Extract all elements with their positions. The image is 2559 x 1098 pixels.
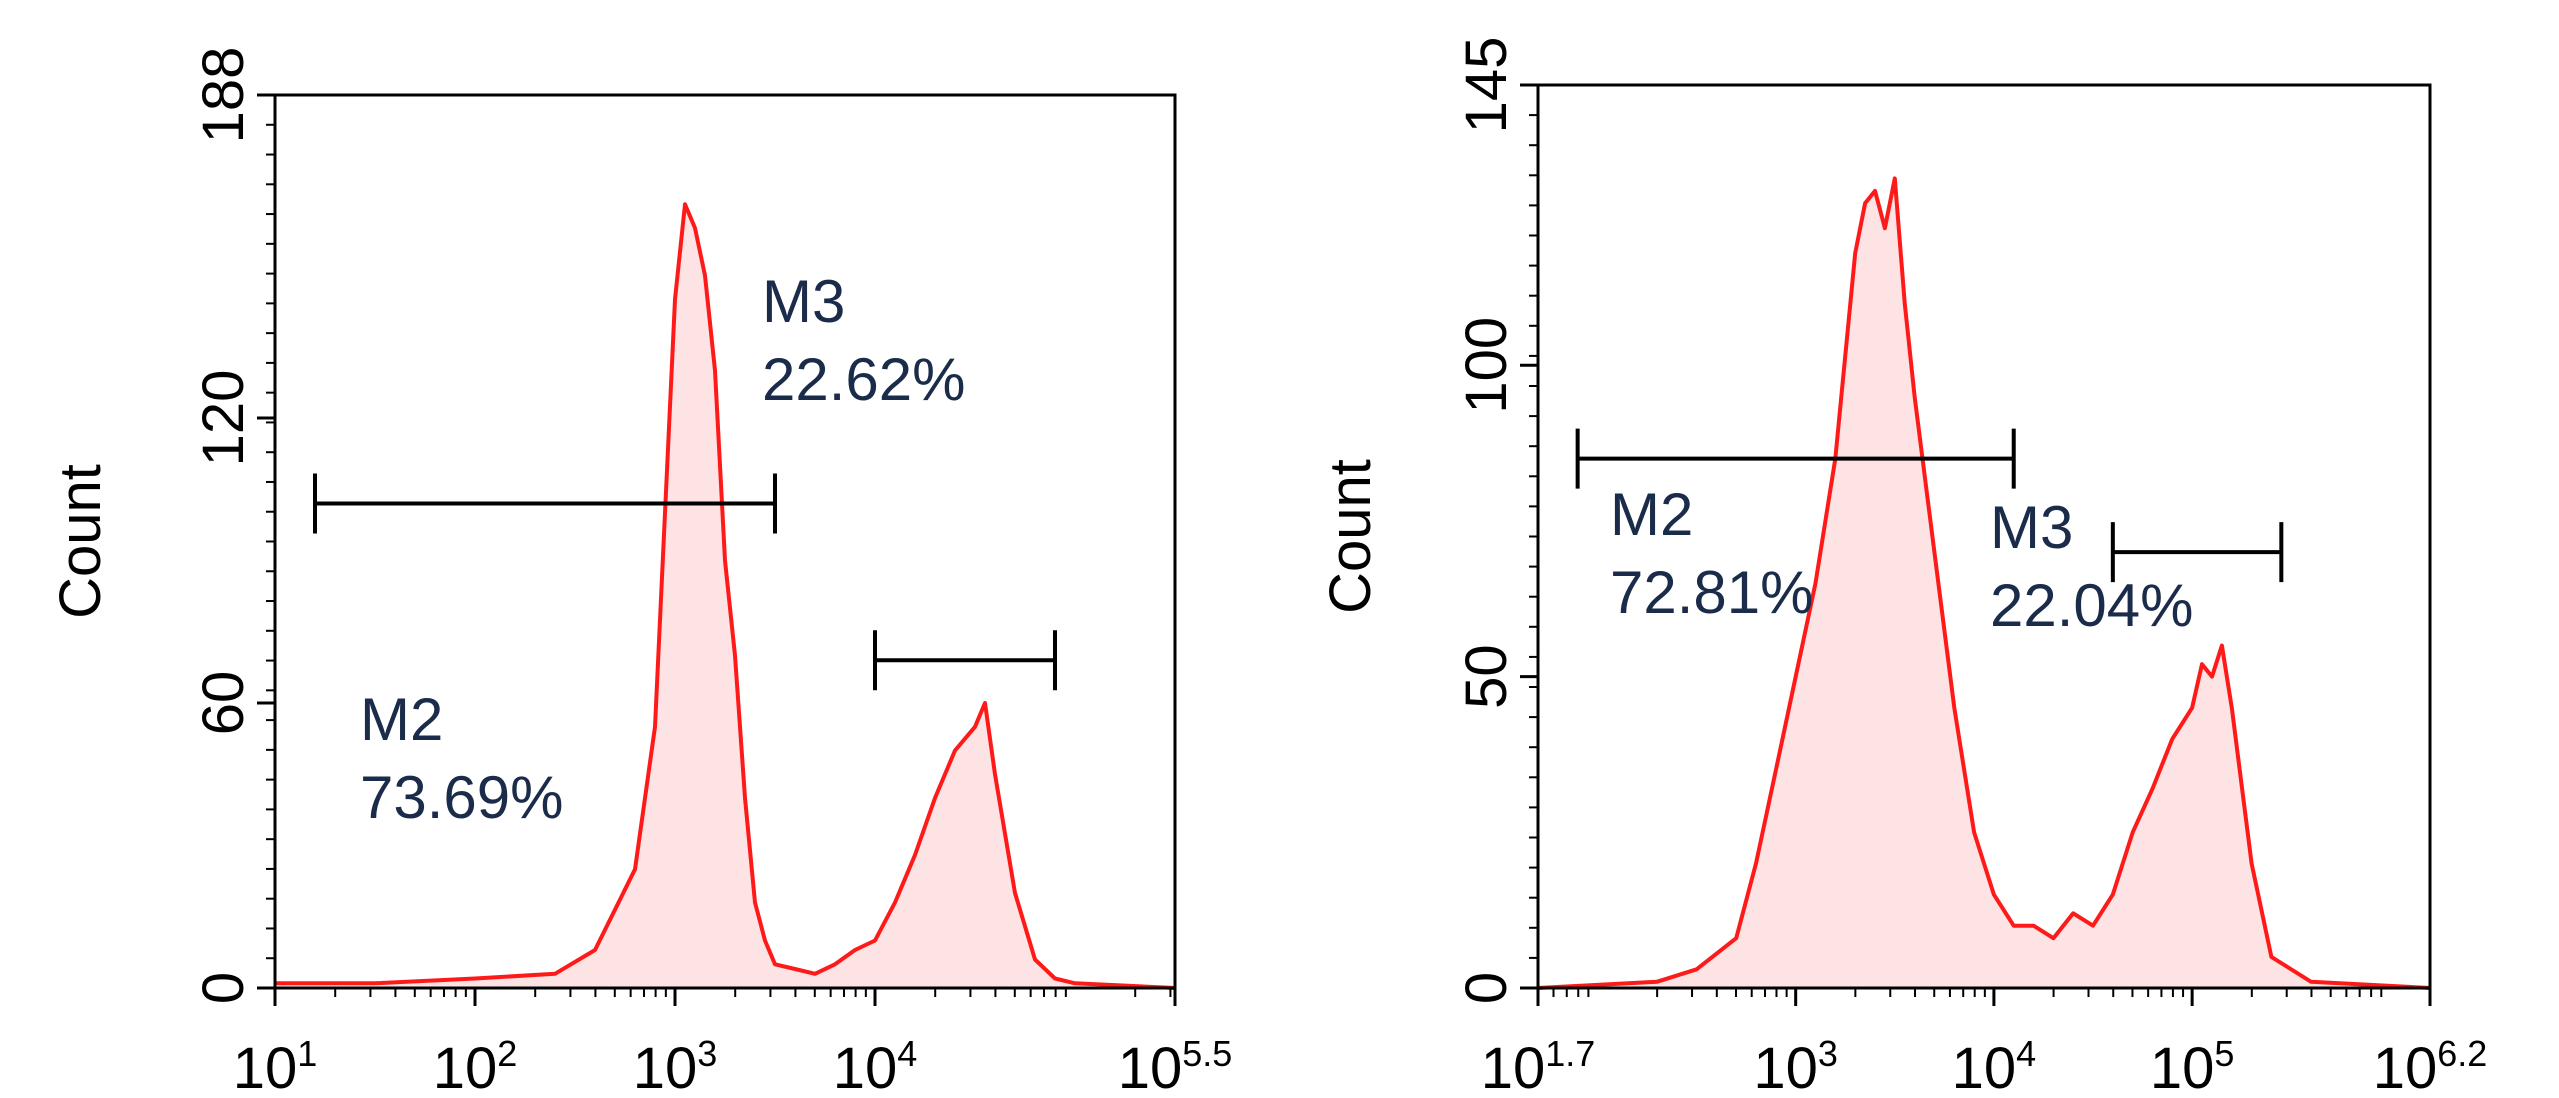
histogram-fill	[1538, 178, 2430, 988]
y-tick-label: 145	[1454, 37, 1519, 134]
gate-m2[interactable]	[313, 473, 777, 534]
x-tick-label: 104	[1952, 1033, 2037, 1098]
y-axis-label: Count	[48, 464, 113, 619]
y-tick-label: 60	[191, 671, 256, 736]
gate-m3-percent-label: 22.04%	[1990, 572, 2194, 639]
y-tick-label: 100	[1454, 317, 1519, 414]
x-axis-ticks: 101.7 103 104 105 106.2	[1481, 988, 2488, 1098]
histogram-chart-right: 0 50 100 145 101.7 103 104 105 106.2 Count M2 7…	[1318, 37, 2487, 1098]
y-tick-label: 50	[1454, 644, 1519, 709]
gate-m3[interactable]	[873, 630, 1057, 691]
histogram-fill	[275, 204, 1175, 989]
histogram-chart-left: 0 60 120 188 101 102 103 104 105.5 Count M3 22.…	[48, 47, 1232, 1098]
histogram-line	[275, 202, 1176, 990]
x-tick-label: 106.2	[2373, 1033, 2488, 1098]
gate-m3[interactable]	[2110, 522, 2284, 583]
y-tick-label: 120	[191, 370, 256, 467]
gate-m3-name-label: M3	[762, 268, 845, 335]
gate-m2-name-label: M2	[360, 686, 443, 753]
y-axis-ticks: 0 50 100 145	[1454, 37, 1538, 1004]
gate-m2-percent-label: 73.69%	[360, 764, 564, 831]
x-tick-label: 104	[833, 1033, 918, 1098]
x-tick-label: 103	[1753, 1033, 1838, 1098]
gate-m3-name-label: M3	[1990, 494, 2073, 561]
gate-m2[interactable]	[1575, 428, 2016, 489]
gate-m2-percent-label: 72.81%	[1610, 559, 1814, 626]
gate-m3-percent-label: 22.62%	[762, 346, 966, 413]
gate-m2-name-label: M2	[1610, 481, 1693, 548]
x-tick-label: 101.7	[1481, 1033, 1596, 1098]
histogram-line	[1537, 176, 2431, 990]
y-axis-label: Count	[1318, 459, 1383, 614]
x-tick-label: 105.5	[1118, 1033, 1233, 1098]
x-tick-label: 105	[2150, 1033, 2235, 1098]
y-tick-label: 0	[1454, 972, 1519, 1004]
x-tick-label: 102	[433, 1033, 518, 1098]
x-tick-label: 101	[233, 1033, 318, 1098]
y-tick-label: 0	[191, 972, 256, 1004]
x-axis-ticks: 101 102 103 104 105.5	[233, 988, 1233, 1098]
y-axis-ticks: 0 60 120 188	[191, 47, 275, 1004]
y-tick-label: 188	[191, 47, 256, 144]
x-tick-label: 103	[633, 1033, 718, 1098]
